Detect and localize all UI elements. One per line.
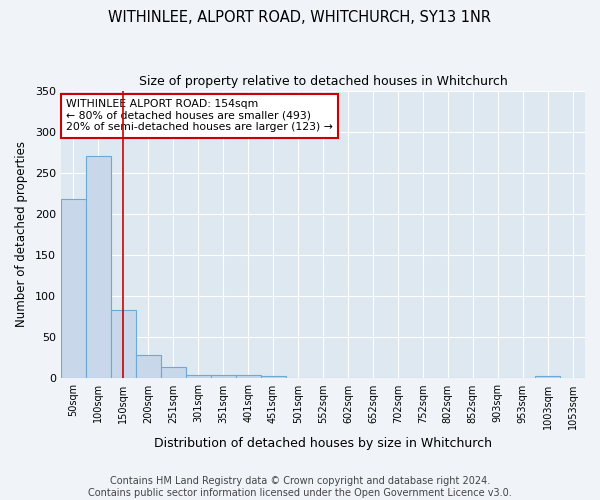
Bar	[61, 199, 86, 378]
Bar	[186, 375, 211, 378]
Text: Contains HM Land Registry data © Crown copyright and database right 2024.
Contai: Contains HM Land Registry data © Crown c…	[88, 476, 512, 498]
Y-axis label: Number of detached properties: Number of detached properties	[15, 142, 28, 328]
Text: WITHINLEE ALPORT ROAD: 154sqm
← 80% of detached houses are smaller (493)
20% of : WITHINLEE ALPORT ROAD: 154sqm ← 80% of d…	[66, 99, 333, 132]
Bar	[535, 376, 560, 378]
Bar	[111, 310, 136, 378]
Bar	[236, 375, 260, 378]
Title: Size of property relative to detached houses in Whitchurch: Size of property relative to detached ho…	[139, 75, 508, 88]
Text: WITHINLEE, ALPORT ROAD, WHITCHURCH, SY13 1NR: WITHINLEE, ALPORT ROAD, WHITCHURCH, SY13…	[109, 10, 491, 25]
Bar	[211, 375, 236, 378]
Bar	[161, 367, 186, 378]
Bar	[136, 356, 161, 378]
Bar	[86, 156, 111, 378]
X-axis label: Distribution of detached houses by size in Whitchurch: Distribution of detached houses by size …	[154, 437, 492, 450]
Bar	[260, 376, 286, 378]
